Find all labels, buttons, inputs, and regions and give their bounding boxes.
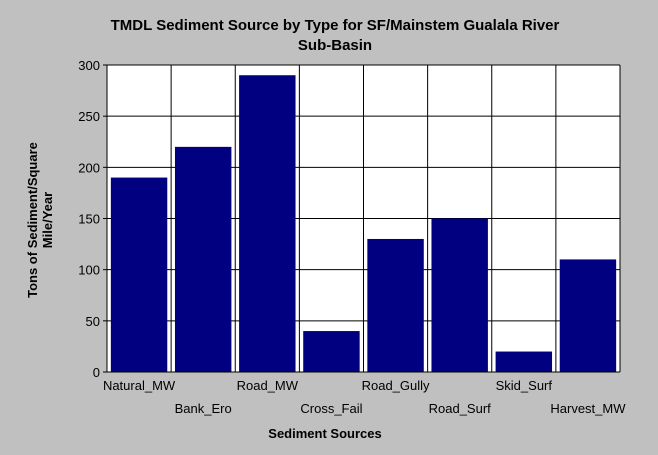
x-tick-label-road-mw: Road_MW	[237, 378, 299, 393]
x-tick-label-harvest-mw: Harvest_MW	[550, 401, 626, 416]
x-axis-ticks: Natural_MWBank_EroRoad_MWCross_FailRoad_…	[103, 378, 626, 416]
x-tick-label-cross-fail: Cross_Fail	[300, 401, 362, 416]
y-tick-label: 100	[78, 263, 100, 278]
bar-road-gully	[367, 238, 424, 372]
y-axis-label-line1: Tons of Sediment/Square	[25, 142, 40, 298]
bar-harvest-mw	[559, 259, 617, 372]
x-axis-label: Sediment Sources	[268, 426, 381, 441]
bar-skid-surf	[495, 351, 553, 372]
x-tick-label-natural-mw: Natural_MW	[103, 378, 176, 393]
bars	[110, 75, 617, 372]
y-tick-label: 150	[78, 212, 100, 227]
bar-natural-mw	[110, 177, 168, 372]
x-tick-label-road-gully: Road_Gully	[362, 378, 430, 393]
x-tick-label-bank-ero: Bank_Ero	[175, 401, 232, 416]
x-tick-label-skid-surf: Skid_Surf	[496, 378, 553, 393]
bar-road-surf	[431, 218, 488, 372]
y-axis-label-line2: Mile/Year	[40, 192, 55, 248]
bar-cross-fail	[303, 331, 360, 372]
y-axis-label: Tons of Sediment/Square Mile/Year	[25, 142, 55, 298]
x-tick-label-road-surf: Road_Surf	[429, 401, 492, 416]
y-tick-label: 250	[78, 109, 100, 124]
chart-subtitle: Sub-Basin	[298, 37, 372, 54]
y-tick-label: 300	[78, 58, 100, 73]
chart-title: TMDL Sediment Source by Type for SF/Main…	[111, 17, 560, 34]
bar-road-mw	[239, 75, 296, 372]
y-tick-label: 0	[93, 365, 100, 380]
y-axis-ticks: 0 50 100 150 200 250 300	[78, 58, 107, 380]
bar-bank-ero	[174, 146, 232, 372]
y-tick-label: 200	[78, 160, 100, 175]
y-tick-label: 50	[86, 314, 100, 329]
